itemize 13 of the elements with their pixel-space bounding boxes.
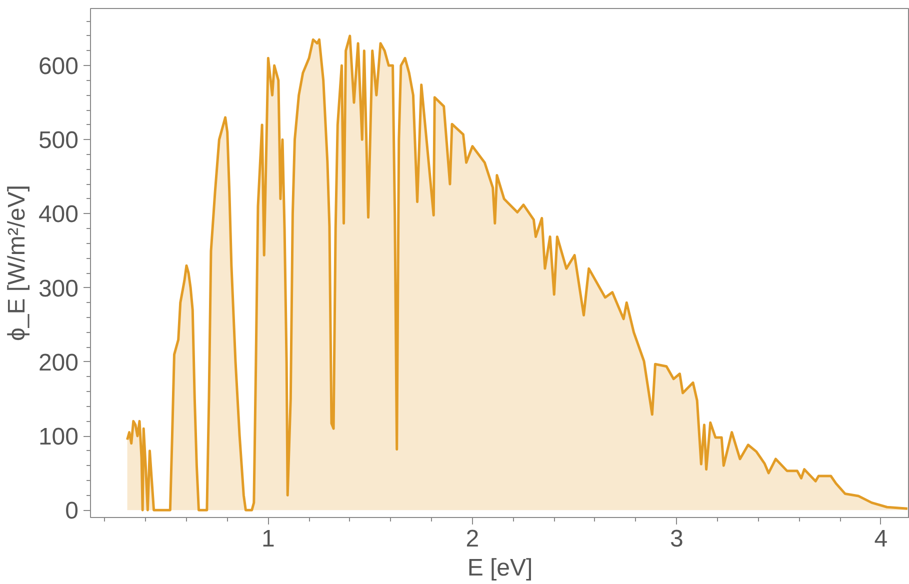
y-tick-label: 0 — [65, 498, 79, 525]
x-tick-label: 1 — [262, 526, 275, 552]
y-tick-label: 200 — [38, 349, 79, 376]
x-tick-label: 2 — [466, 526, 480, 552]
y-tick-label: 400 — [38, 201, 79, 228]
y-tick-label: 600 — [38, 53, 79, 80]
y-tick-label: 100 — [38, 424, 79, 450]
x-tick-label: 3 — [670, 526, 684, 552]
y-tick-label: 300 — [38, 275, 79, 302]
x-tick-label: 4 — [874, 526, 888, 552]
x-axis-title: E [eV] — [467, 554, 533, 582]
y-axis-title: ϕ_E [W/m²/eV] — [3, 184, 30, 342]
y-tick-label: 500 — [38, 127, 79, 154]
